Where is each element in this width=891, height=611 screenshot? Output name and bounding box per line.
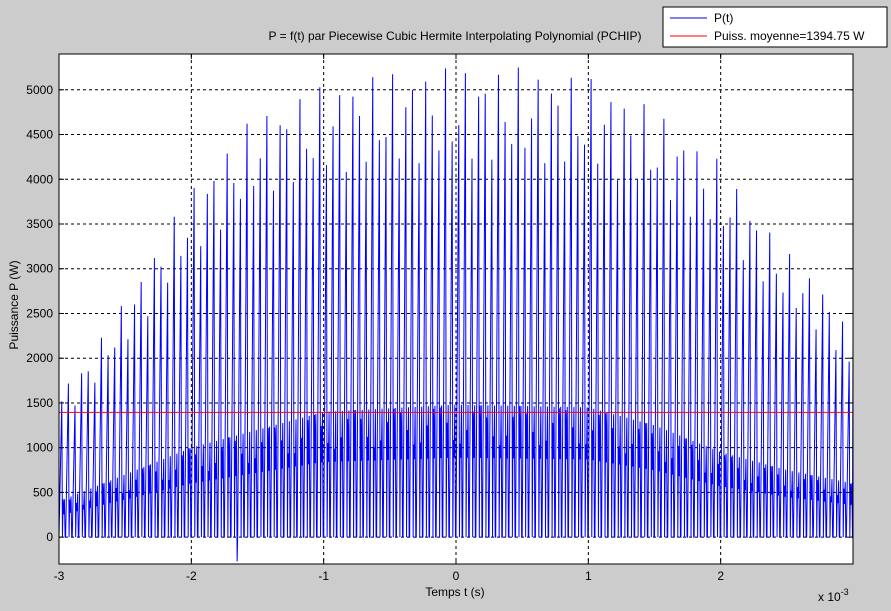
y-tick-label: 4500 — [26, 128, 53, 142]
y-tick-label: 0 — [46, 530, 53, 544]
x-tick-label: -1 — [318, 569, 329, 583]
y-tick-label: 3500 — [26, 217, 53, 231]
chart-title: P = f(t) par Piecewise Cubic Hermite Int… — [269, 29, 642, 43]
y-tick-label: 2500 — [26, 306, 53, 320]
legend-label-average-power: Puiss. moyenne=1394.75 W — [714, 29, 865, 43]
y-tick-label: 2000 — [26, 351, 53, 365]
x-axis-exponent: x 10-3 — [818, 587, 849, 604]
axis-ticks: -3 -2 -1 0 1 2 0 500 1000 1500 2000 2500 3000 3500 400… — [26, 54, 853, 583]
x-tick-label: 0 — [453, 569, 460, 583]
series-line-p-of-t — [59, 67, 853, 562]
x-axis-exponent-power: -3 — [841, 587, 849, 597]
y-axis-label: Puissance P (W) — [7, 260, 21, 349]
y-tick-label: 1000 — [26, 441, 53, 455]
y-tick-label: 5000 — [26, 83, 53, 97]
x-tick-label: -3 — [54, 569, 65, 583]
series-layer — [59, 67, 853, 562]
y-tick-label: 4000 — [26, 172, 53, 186]
x-tick-label: 2 — [717, 569, 724, 583]
x-tick-label: -2 — [186, 569, 197, 583]
legend[interactable]: P(t) Puiss. moyenne=1394.75 W — [662, 6, 888, 48]
x-axis-exponent-base: x 10 — [818, 590, 841, 604]
legend-label-p-of-t: P(t) — [714, 11, 733, 25]
y-tick-label: 1500 — [26, 396, 53, 410]
y-tick-label: 3000 — [26, 262, 53, 276]
y-tick-label: 500 — [33, 485, 53, 499]
legend-box — [662, 6, 888, 48]
x-axis-label: Temps t (s) — [425, 585, 484, 599]
x-tick-label: 1 — [585, 569, 592, 583]
